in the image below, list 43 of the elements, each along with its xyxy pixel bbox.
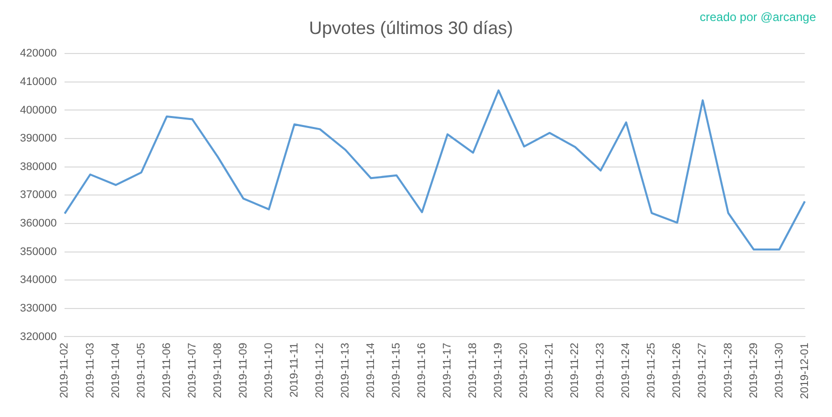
x-tick-label: 2019-11-06	[160, 342, 173, 398]
y-tick-label: 370000	[20, 189, 57, 202]
y-tick-label: 360000	[20, 218, 57, 230]
x-tick-label: 2019-11-28	[722, 342, 734, 398]
y-tick-label: 320000	[20, 330, 57, 343]
y-tick-label: 330000	[20, 302, 57, 314]
x-tick-label: 2019-11-27	[696, 342, 709, 398]
x-tick-label: 2019-11-26	[671, 342, 684, 398]
text: creado por @arcange	[700, 10, 816, 24]
x-tick-label: 2019-11-13	[339, 342, 352, 398]
x-tick-label: 2019-11-30	[773, 342, 786, 398]
x-tick-label: 2019-11-08	[212, 342, 224, 398]
x-tick-label: 2019-11-19	[492, 342, 505, 398]
x-tick-label: 2019-11-10	[262, 342, 275, 398]
x-tick-label: 2019-11-25	[646, 342, 658, 398]
y-tick-label: 400000	[20, 104, 57, 116]
x-tick-label: 2019-11-20	[518, 342, 530, 398]
x-tick-label: 2019-11-24	[620, 342, 632, 398]
x-tick-label: 2019-11-15	[390, 342, 403, 398]
x-tick-label: 2019-11-29	[748, 342, 760, 398]
x-tick-label: 2019-11-18	[467, 342, 480, 398]
y-tick-label: 390000	[20, 132, 57, 145]
x-tick-label: 2019-11-05	[135, 342, 148, 398]
y-tick-label: 380000	[20, 160, 57, 173]
x-tick-label: 2019-11-04	[110, 342, 122, 398]
x-tick-label: 2019-11-21	[544, 342, 556, 398]
x-tick-label: 2019-11-17	[442, 342, 454, 398]
x-tick-label: 2019-11-23	[594, 342, 607, 398]
y-tick-label: 340000	[20, 274, 57, 286]
chart-title: Upvotes (últimos 30 días)	[308, 18, 514, 38]
x-tick-label: 2019-11-22	[569, 342, 582, 398]
x-tick-label: 2019-11-03	[84, 342, 96, 398]
x-tick-label: 2019-11-09	[237, 342, 250, 398]
x-tick-label: 2019-11-14	[364, 342, 377, 398]
x-tick-label: 2019-11-11	[288, 342, 300, 398]
x-tick-label: 2019-11-12	[314, 342, 326, 398]
x-tick-label: 2019-11-16	[416, 342, 428, 398]
x-tick-label: 2019-11-07	[186, 342, 198, 398]
y-tick-label: 420000	[20, 48, 57, 60]
y-tick-label: 410000	[20, 76, 57, 88]
x-tick-label: 2019-12-01	[798, 342, 811, 400]
y-tick-label: 350000	[20, 246, 57, 258]
x-tick-label: 2019-11-02	[58, 342, 71, 398]
